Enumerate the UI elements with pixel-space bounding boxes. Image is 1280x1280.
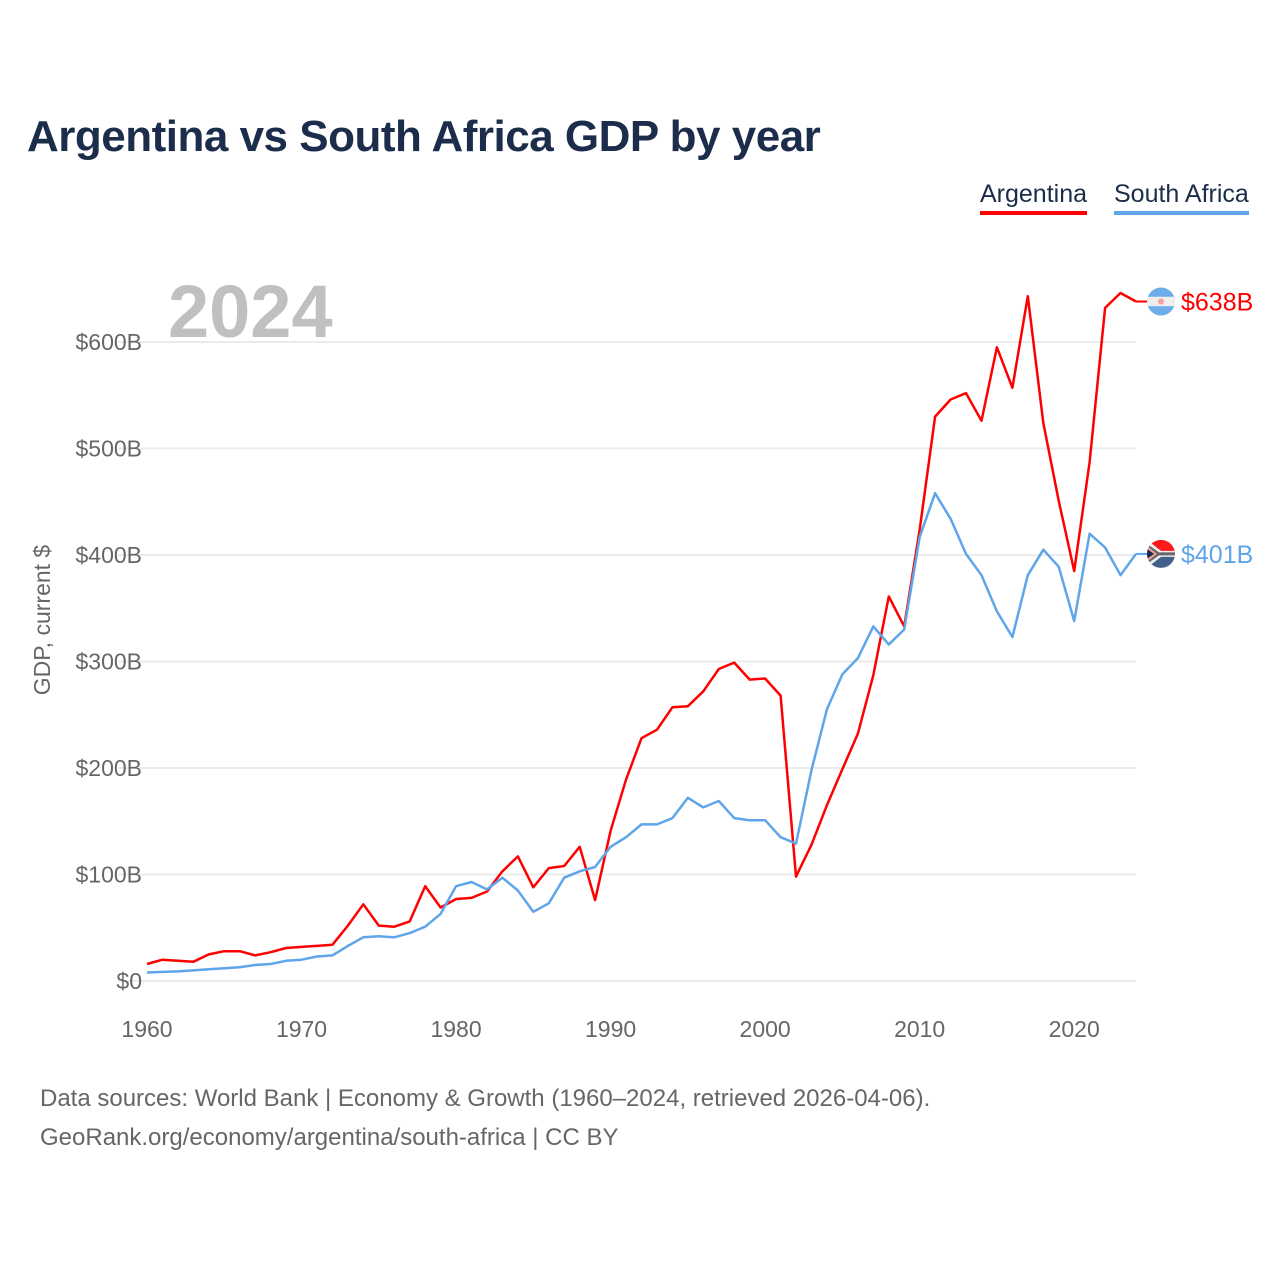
end-value-label: $401B [1181,541,1253,569]
legend-south-africa[interactable]: South Africa [1114,180,1249,215]
y-tick-label: $600B [75,329,142,355]
y-tick-label: $500B [75,436,142,462]
y-axis-label: GDP, current $ [29,545,55,696]
x-tick-label: 1990 [585,1016,636,1042]
y-tick-label: $100B [75,862,142,888]
year-label: 2024 [168,270,333,353]
x-tick-label: 1960 [121,1016,172,1042]
footer-sources: Data sources: World Bank | Economy & Gro… [40,1085,931,1112]
x-tick-label: 1970 [276,1016,327,1042]
south-africa-flag-icon [1147,539,1175,568]
x-tick-label: 1980 [430,1016,481,1042]
series-line-south-africa [146,491,1138,974]
y-tick-label: $300B [75,649,142,675]
argentina-flag-icon [1147,287,1175,316]
y-tick-label: $0 [116,968,142,994]
x-tick-label: 2000 [740,1016,791,1042]
x-tick-label: 2020 [1049,1016,1100,1042]
y-tick-label: $400B [75,542,142,568]
x-tick-label: 2010 [894,1016,945,1042]
legend-argentina[interactable]: Argentina [980,180,1088,215]
y-tick-label: $200B [75,755,142,781]
series-line-argentina [146,291,1137,966]
end-value-label: $638B [1181,289,1253,317]
footer-credit: GeoRank.org/economy/argentina/south-afri… [40,1124,619,1151]
chart-title: Argentina vs South Africa GDP by year [27,112,821,161]
